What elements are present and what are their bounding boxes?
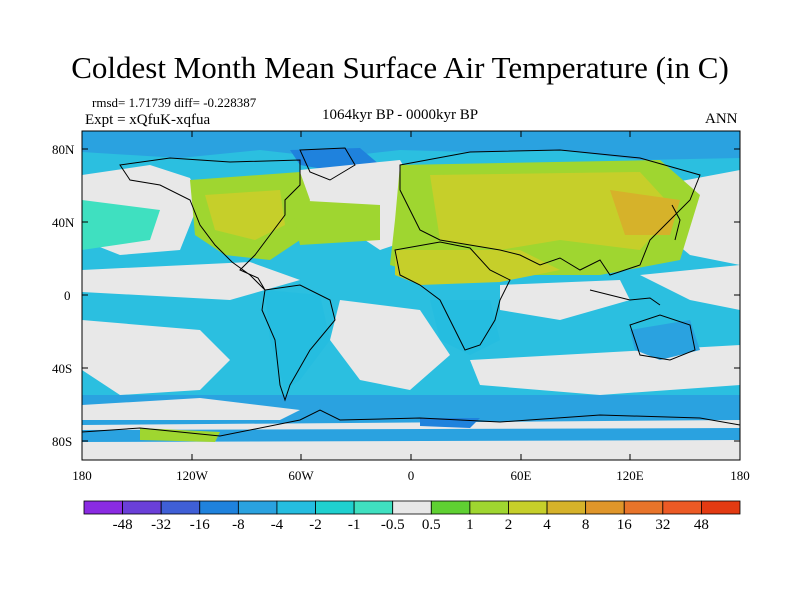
season-text: ANN (705, 111, 738, 127)
field-north-america-hot (205, 190, 285, 240)
temperature-field (82, 131, 740, 460)
coastline-africa (394, 241, 511, 351)
colorbar-swatch (430, 500, 471, 515)
field-antarctica-cool (82, 428, 740, 442)
colorbar-swatch (276, 500, 316, 515)
map-title: Coldest Month Mean Surface Air Temperatu… (71, 50, 729, 85)
coastline-north-america (119, 157, 301, 291)
colorbar-swatch (237, 500, 278, 515)
coastline-australia (629, 314, 696, 361)
coastline-japan (671, 204, 681, 241)
colorbar-swatch (469, 500, 509, 515)
colorbar-swatch (623, 500, 664, 515)
colorbar-swatch (392, 500, 432, 515)
lon-label: 120W (176, 468, 208, 483)
colorbar-swatch (160, 500, 201, 515)
lat-label: 0 (64, 288, 71, 303)
field-australia-cool (630, 320, 700, 360)
colorbar-label: -16 (189, 517, 210, 533)
colorbar-label: 4 (543, 517, 551, 533)
colorbar (83, 500, 741, 515)
colorbar-label: 32 (655, 517, 671, 533)
coastline-south-america (261, 284, 336, 402)
colorbar-swatch (546, 500, 587, 515)
field-south-atlantic-neutral (330, 300, 450, 390)
coastline-greenland (299, 147, 356, 181)
colorbar-label: -4 (270, 517, 284, 533)
colorbar-swatch (83, 500, 123, 515)
lon-label: 60W (288, 468, 314, 483)
colorbar-swatch (122, 500, 162, 515)
field-asia-hotspot (610, 190, 680, 235)
lon-label: 120E (616, 468, 644, 483)
colorbar-label: -0.5 (380, 517, 405, 533)
experiment-text: Expt = xQfuK-xqfua (85, 112, 211, 128)
lat-label: 40S (52, 361, 73, 376)
lat-label: 40N (52, 215, 75, 230)
colorbar-label: 2 (504, 517, 513, 533)
field-indian-ocean-neutral (500, 280, 630, 320)
lon-label: 0 (407, 468, 415, 483)
rmsd-diff-text: rmsd= 1.71739 diff= -0.228387 (92, 95, 257, 110)
colorbar-label: -1 (347, 517, 361, 533)
lat-label: 80N (52, 142, 75, 157)
colorbar-label: 1 (466, 517, 474, 533)
lon-label: 180 (730, 468, 750, 483)
coastline-europe-asia (399, 149, 701, 276)
colorbar-label: -2 (309, 517, 322, 533)
colorbar-swatch (508, 500, 548, 515)
field-south-america-cool (265, 290, 330, 390)
coastlines (82, 147, 740, 437)
colorbar-swatch (662, 500, 702, 515)
map-tick-marks (82, 131, 740, 460)
colorbar-label: 0.5 (421, 517, 441, 533)
colorbar-label: -48 (112, 517, 133, 533)
colorbar-swatch (315, 500, 355, 515)
field-southern-ocean-neutral (82, 398, 300, 420)
lon-label: 60E (510, 468, 532, 483)
colorbar-label: 8 (581, 517, 590, 533)
field-atlantic-warm (290, 200, 380, 245)
field-south-pacific-neutral (82, 320, 230, 395)
coastline-indonesia (589, 289, 661, 306)
lat-label: 80S (52, 434, 73, 449)
colorbar-swatch (701, 500, 741, 515)
colorbar-swatch (199, 500, 239, 515)
field-sahara-warm (395, 250, 560, 285)
colorbar-label: 48 (693, 517, 709, 533)
coastline-antarctica (82, 409, 740, 437)
field-antarctica-warm-patch (140, 428, 220, 442)
field-arctic-ocean (82, 131, 740, 160)
field-south-indian-neutral (470, 345, 740, 395)
period-text: 1064kyr BP - 0000kyr BP (322, 107, 479, 123)
colorbar-label: 16 (616, 517, 632, 533)
colorbar-swatch (353, 500, 394, 515)
field-west-pacific-neutral-tropics (640, 265, 740, 310)
lon-label: 180 (72, 468, 92, 483)
colorbar-swatch (585, 500, 625, 515)
colorbar-label: -32 (151, 517, 172, 533)
colorbar-label: -8 (232, 517, 245, 533)
field-north-pacific-cool (82, 200, 160, 250)
